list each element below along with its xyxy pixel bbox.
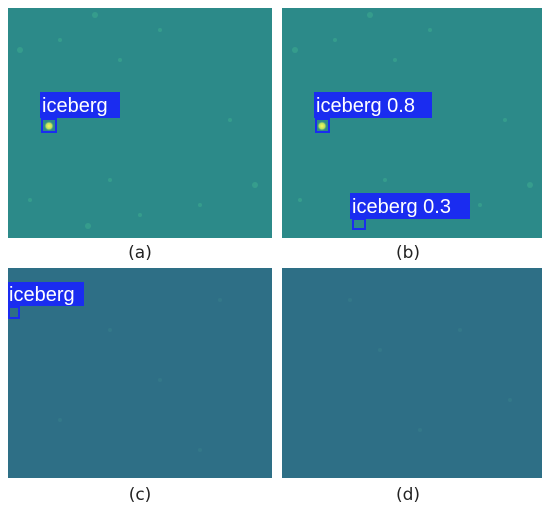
label-bg	[350, 193, 470, 219]
bounding-box	[352, 218, 366, 230]
image	[282, 268, 542, 478]
caption: (a)	[128, 243, 152, 263]
speckles	[58, 298, 222, 452]
detection-label: iceberg	[42, 95, 108, 117]
detection-label: iceberg 0.8	[316, 95, 415, 117]
label-bg	[40, 92, 120, 118]
caption: (b)	[396, 243, 420, 263]
panel-b: iceberg 0.8 iceberg 0.3 (b)	[282, 8, 542, 263]
iceberg-spot	[44, 121, 54, 131]
panel-a: iceberg (a)	[8, 8, 272, 263]
speckles	[17, 12, 258, 229]
bounding-box	[41, 118, 57, 133]
panel-c: iceberg (c)	[8, 268, 272, 505]
speckles	[348, 298, 512, 432]
iceberg-spot	[317, 121, 327, 131]
caption: (c)	[129, 485, 152, 505]
label-bg	[8, 282, 84, 306]
label-bg	[314, 92, 432, 118]
detection-label: iceberg 0.3	[352, 196, 451, 218]
detection-label: iceberg	[9, 284, 75, 306]
caption: (d)	[396, 485, 420, 505]
panel-d: (d)	[282, 268, 542, 505]
bounding-box	[315, 118, 330, 133]
bounding-box	[8, 306, 20, 319]
